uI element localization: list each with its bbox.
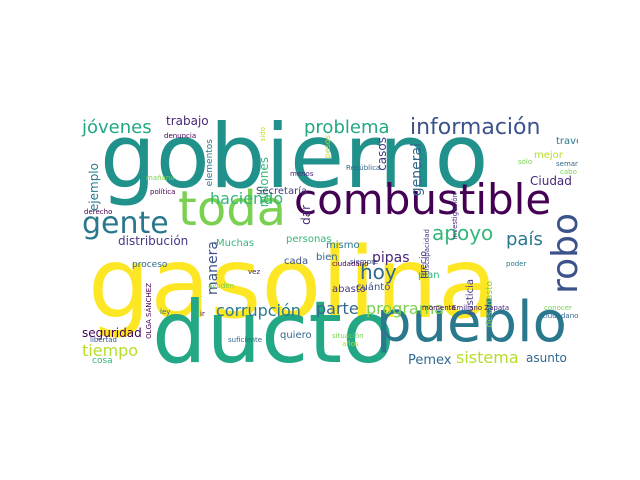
word-sido: sido	[259, 127, 267, 142]
word-ducto: ducto	[152, 283, 395, 375]
word-momento: momento	[422, 304, 456, 312]
word-millones: millones	[257, 157, 271, 208]
word-traves: través	[556, 136, 578, 147]
word-politica: política	[150, 188, 176, 196]
word-informacion: información	[410, 115, 541, 140]
word-sistema: sistema	[456, 348, 519, 367]
word-general: general	[409, 143, 425, 197]
word-corrupcion: corrupción	[216, 301, 301, 320]
word-manana: mañana	[146, 174, 175, 182]
word-solo: sólo	[518, 158, 533, 166]
word-mejor: mejor	[534, 150, 563, 161]
word-gente: gente	[82, 206, 169, 241]
word-gasolina: gasolina	[88, 227, 498, 341]
word-discapacidad: discapacidad	[423, 229, 431, 275]
word-haciendo: haciendo	[210, 189, 284, 208]
word-bien: bien	[316, 252, 338, 263]
word-tiempo: tiempo	[82, 341, 139, 360]
word-siempre: siempre	[350, 258, 379, 266]
word-asunto: asunto	[526, 351, 567, 365]
word-pueblo: pueblo	[376, 290, 567, 355]
word-ejemplo: ejemplo	[87, 163, 101, 212]
word-anos: años	[342, 340, 359, 348]
word-parte: parte	[316, 299, 359, 318]
word-investigacion: investigación	[451, 193, 459, 240]
word-jovenes: jóvenes	[82, 117, 152, 138]
word-poder: poder	[506, 260, 527, 268]
word-trabajo: trabajo	[166, 114, 209, 128]
word-conocer: conocer	[544, 304, 572, 312]
word-secretaria: Secretaría	[256, 186, 308, 197]
word-derecho: derecho	[84, 208, 113, 216]
word-republica: República	[346, 164, 381, 172]
word-cada: cada	[284, 256, 309, 267]
word-gobierno: gobierno	[100, 105, 489, 208]
word-programa: programa	[366, 299, 445, 318]
word-ciudad: Ciudad	[530, 174, 572, 188]
word-ciudadano: ciudadano	[332, 260, 369, 268]
word-ir: ir	[200, 310, 205, 318]
word-problema: problema	[304, 117, 390, 138]
word-situacion: situación	[332, 332, 364, 340]
word-apoyo: apoyo	[432, 221, 494, 245]
word-libertad: libertad	[90, 336, 117, 344]
word-dar: dar	[299, 205, 313, 225]
word-ley: ley	[160, 308, 171, 316]
word-proceso: proceso	[132, 260, 168, 270]
word-hoy: hoy	[360, 260, 397, 284]
word-quiero: quiero	[280, 330, 312, 341]
word-pemex: Pemex	[408, 353, 452, 368]
word-cosa: cosa	[92, 356, 113, 366]
word-toda: toda	[178, 181, 287, 237]
word-pesos: pesos	[323, 135, 332, 159]
word-ayuden: ayuden	[208, 282, 235, 290]
word-cabo: cabo	[560, 168, 577, 176]
word-cloud: gasolina gobierno ducto pueblo toda combustib…	[80, 105, 578, 375]
word-personas: personas	[286, 234, 332, 245]
word-mismo: mismo	[326, 240, 360, 251]
word-abasto: abasto	[332, 284, 366, 295]
word-semana: semana	[556, 160, 578, 168]
word-denuncia: denuncia	[164, 132, 197, 140]
word-elementos: elementos	[205, 139, 215, 187]
word-suficiente: suficiente	[228, 336, 263, 344]
word-robo: robo	[545, 213, 578, 294]
word-pais: país	[506, 229, 543, 250]
word-pipas: pipas	[372, 250, 410, 266]
word-cuanto: cuánto	[356, 282, 391, 293]
word-distribucion: distribución	[118, 234, 189, 248]
word-olga-sanchez: OLGA SÁNCHEZ	[145, 283, 153, 339]
word-emiliano-zapata: Emiliano Zapata	[452, 304, 510, 312]
word-vez: vez	[248, 268, 261, 276]
word-combustible: combustible	[294, 175, 552, 224]
word-muchas: Muchas	[216, 238, 255, 249]
word-menos: menos	[290, 170, 314, 178]
word-seguridad: seguridad	[82, 326, 142, 340]
word-plan: plan	[418, 270, 440, 281]
